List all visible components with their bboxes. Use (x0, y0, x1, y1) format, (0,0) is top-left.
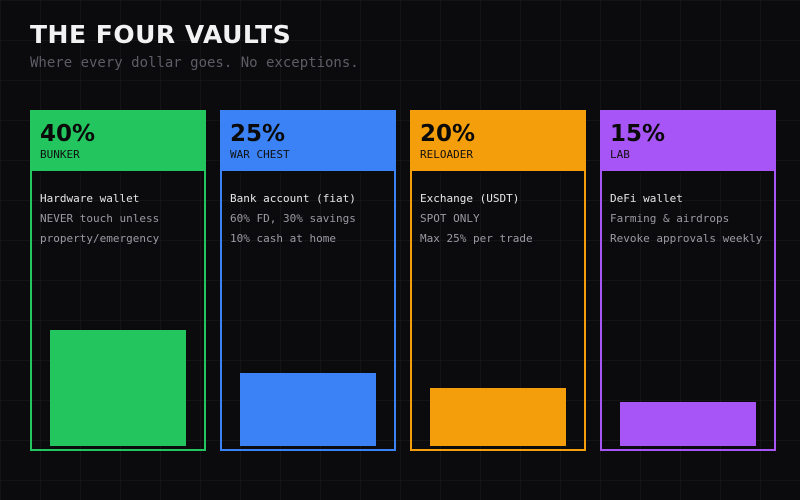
vault-rule: 10% cash at home (230, 232, 336, 245)
vault-percent: 20% (420, 121, 476, 147)
vault-header: 15% LAB (602, 112, 774, 173)
allocation-bar (620, 402, 756, 446)
vault-location: Exchange (USDT) (420, 192, 520, 205)
vault-name: WAR CHEST (230, 148, 290, 161)
vault-card-reloader: 20% RELOADER Exchange (USDT) SPOT ONLY M… (410, 110, 586, 451)
vault-percent: 40% (40, 121, 96, 147)
vault-rule: 60% FD, 30% savings (230, 212, 356, 225)
vault-name: BUNKER (40, 148, 80, 161)
vault-rule: property/emergency (40, 232, 160, 245)
vault-rule: NEVER touch unless (40, 212, 160, 225)
vault-name: RELOADER (420, 148, 473, 161)
vault-percent: 15% (610, 121, 666, 147)
vault-rule: Max 25% per trade (420, 232, 533, 245)
vault-rule: SPOT ONLY (420, 212, 480, 225)
vault-location: Hardware wallet (40, 192, 140, 205)
allocation-bar (50, 330, 186, 446)
allocation-bar (240, 373, 376, 446)
vault-location: DeFi wallet (610, 192, 683, 205)
vault-rule: Farming & airdrops (610, 212, 730, 225)
allocation-bar-area (620, 156, 756, 446)
vault-card-bunker: 40% BUNKER Hardware wallet NEVER touch u… (30, 110, 206, 451)
allocation-bar-area (430, 156, 566, 446)
vault-card-war-chest: 25% WAR CHEST Bank account (fiat) 60% FD… (220, 110, 396, 451)
vault-rule: Revoke approvals weekly (610, 232, 763, 245)
allocation-bar-area (240, 156, 376, 446)
vault-header: 40% BUNKER (32, 112, 204, 173)
vault-header: 20% RELOADER (412, 112, 584, 173)
vault-card-lab: 15% LAB DeFi wallet Farming & airdrops R… (600, 110, 776, 451)
vault-header: 25% WAR CHEST (222, 112, 394, 173)
allocation-bar (430, 388, 566, 446)
page-title: THE FOUR VAULTS (30, 20, 292, 49)
page-subtitle: Where every dollar goes. No exceptions. (30, 55, 359, 71)
vault-name: LAB (610, 148, 630, 161)
allocation-bar-area (50, 156, 186, 446)
vault-percent: 25% (230, 121, 286, 147)
vault-location: Bank account (fiat) (230, 192, 356, 205)
